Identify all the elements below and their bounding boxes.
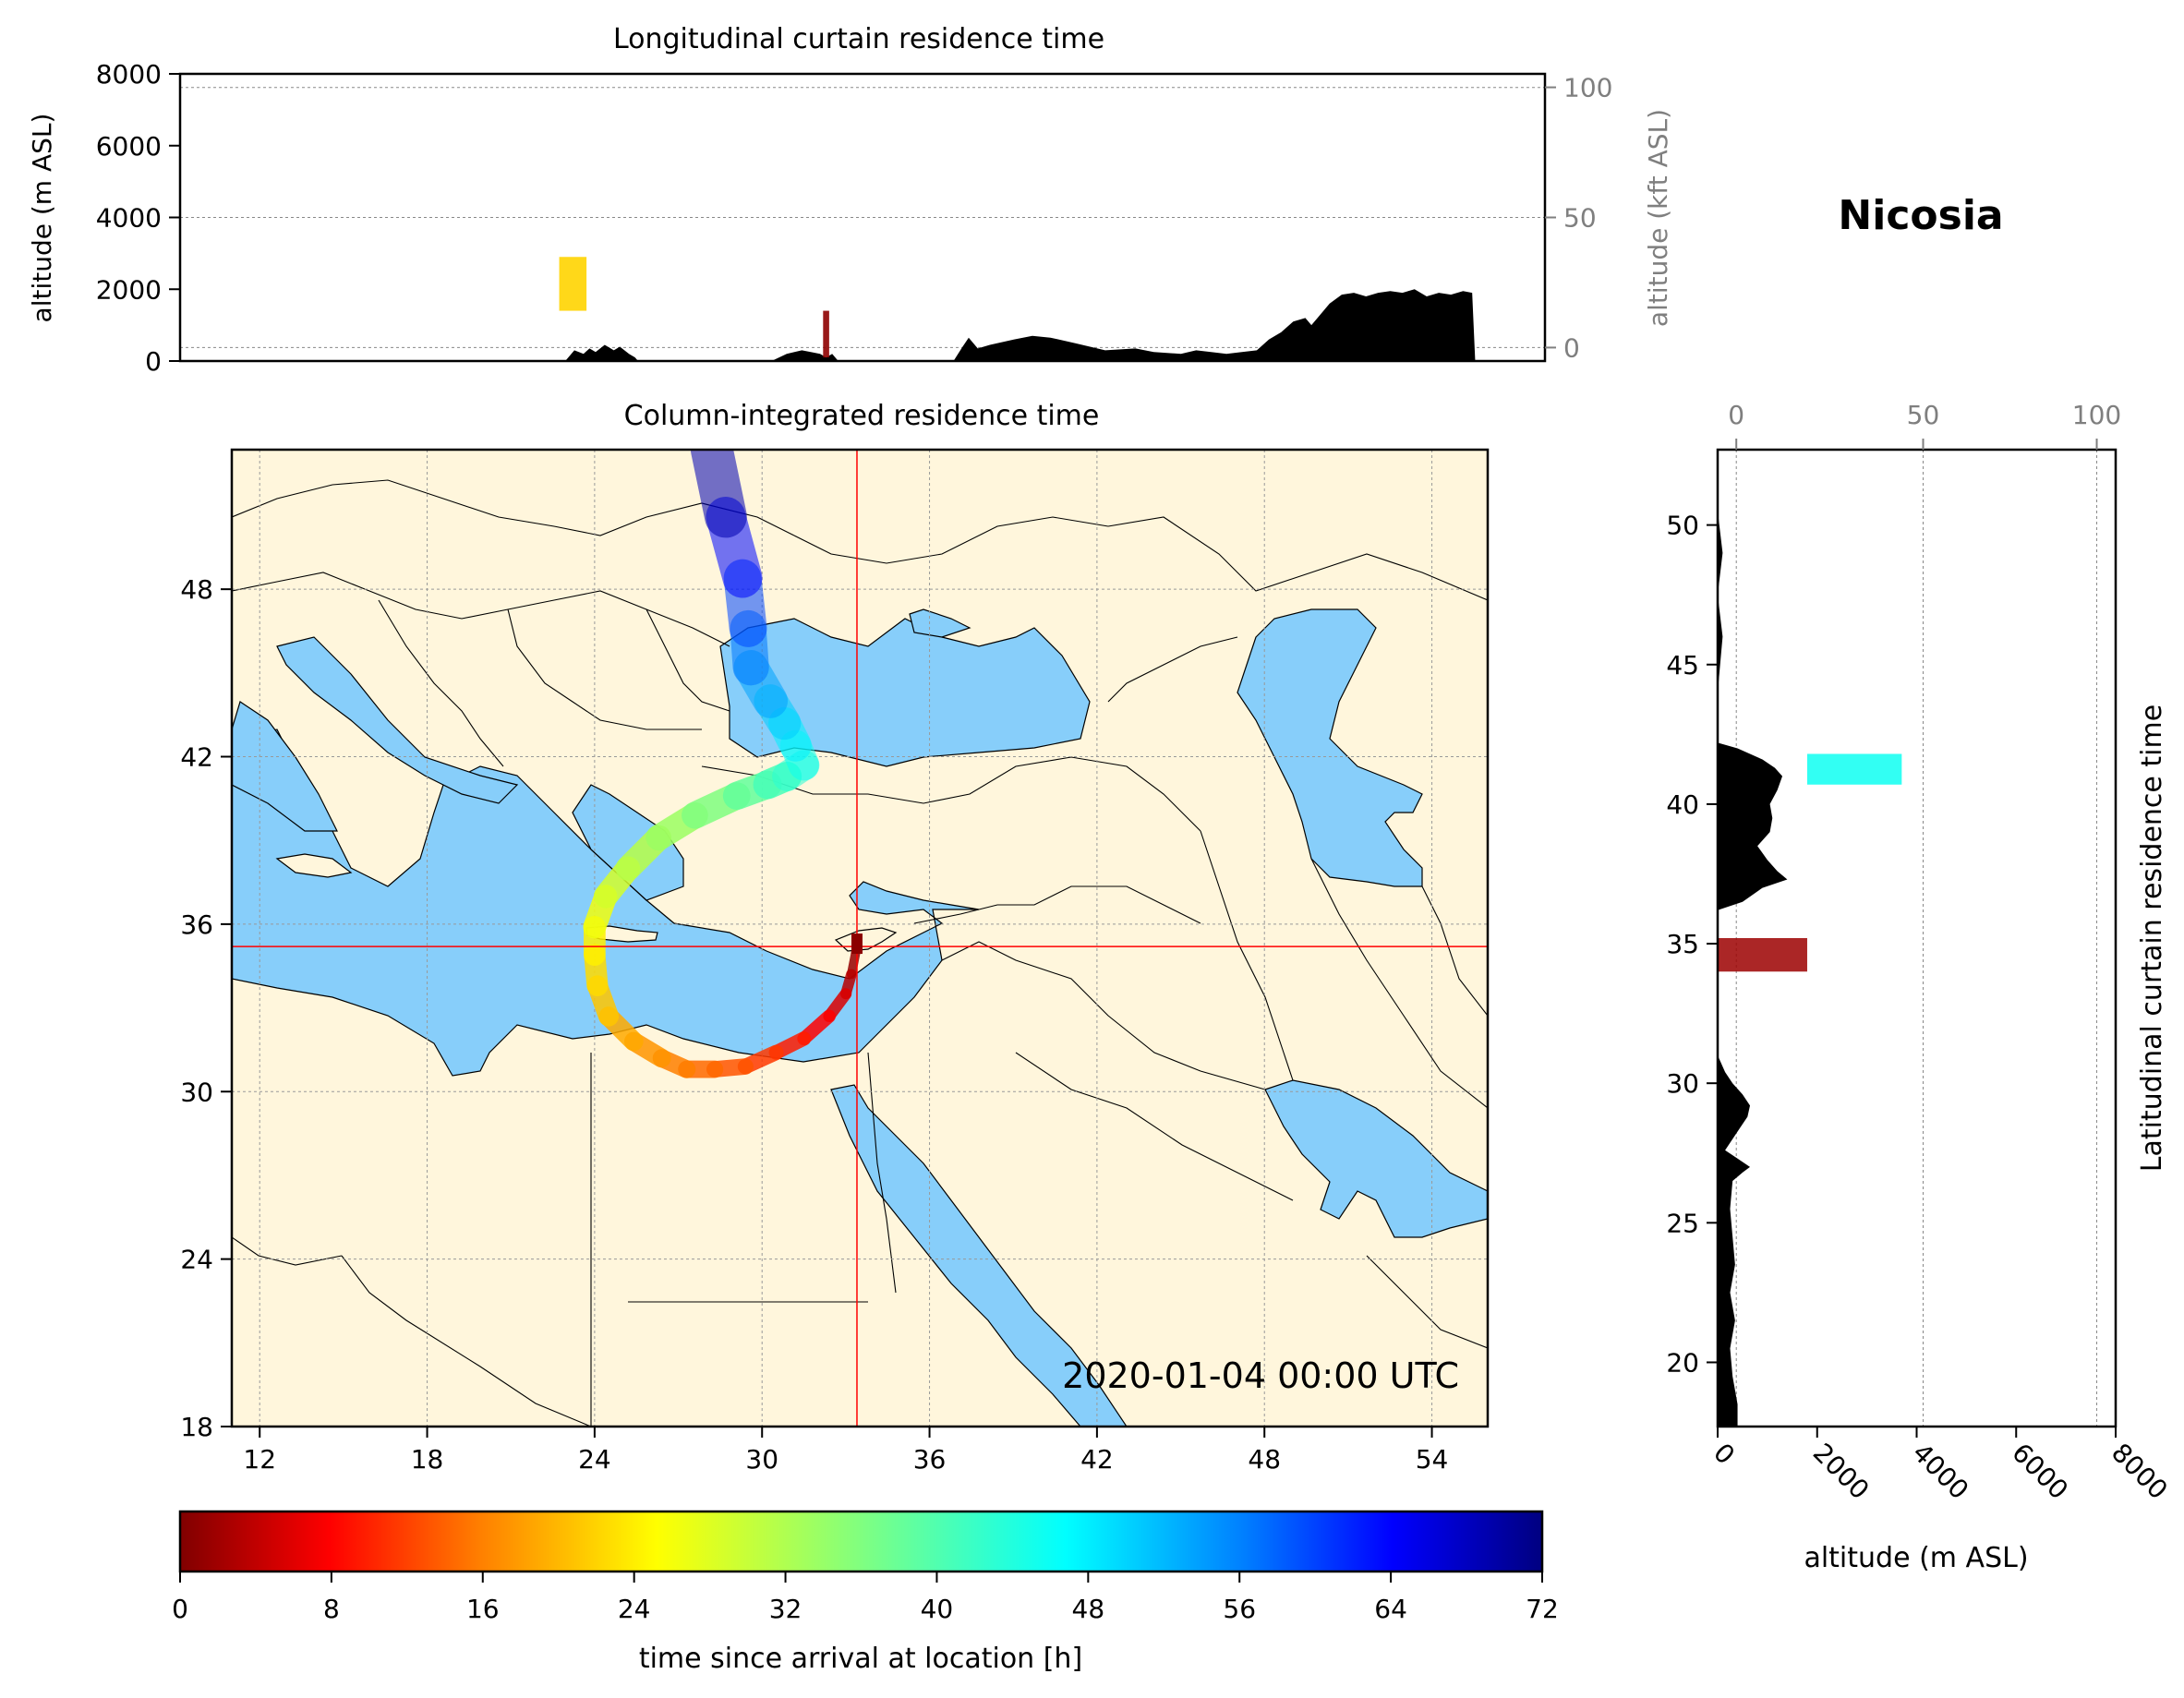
longitudinal-title: Longitudinal curtain residence time: [613, 23, 1104, 55]
map-xtick-label: 24: [578, 1444, 611, 1475]
station-crosshair: [232, 450, 1488, 1427]
map-ytick-label: 48: [180, 574, 213, 605]
latitudinal-ytick-label: 30: [1666, 1068, 1699, 1099]
latitudinal-residence-patch: [1718, 938, 1807, 972]
colorbar: 0 8 16 24 32 40 48 56 64 72 time since arrival at…: [172, 1510, 1559, 1675]
longitudinal-terrain: [498, 289, 1476, 361]
longitudinal-residence-patch: [823, 310, 829, 358]
map-ytick-label: 42: [180, 742, 213, 773]
trajectory-segment: [690, 450, 747, 538]
latitudinal-xtick-top-label: 50: [1907, 400, 1940, 430]
red-sea: [830, 1084, 1128, 1427]
latitudinal-title: Latitudinal curtain residence time: [2136, 704, 2168, 1172]
longitudinal-ytick-label: 6000: [96, 131, 162, 162]
longitudinal-data: [498, 257, 1476, 361]
latitudinal-ytick-label: 35: [1666, 929, 1699, 959]
longitudinal-ylabel-right: altitude (kft ASL): [1643, 109, 1673, 327]
colorbar-tick-label: 8: [323, 1594, 340, 1624]
latitudinal-ytick-label: 40: [1666, 789, 1699, 820]
map-xtick-label: 36: [913, 1444, 947, 1475]
map-xtick-label: 12: [243, 1444, 276, 1475]
latitudinal-xlabel: altitude (m ASL): [1804, 1542, 2028, 1574]
colorbar-tick-label: 32: [769, 1594, 802, 1624]
latitudinal-xtick-label: 8000: [2106, 1438, 2174, 1506]
map-timestamp: 2020-01-04 00:00 UTC: [1062, 1355, 1459, 1396]
map-xtick-label: 30: [745, 1444, 778, 1475]
longitudinal-ytick-label: 0: [145, 346, 162, 377]
station-marker: [851, 933, 863, 955]
longitudinal-ytick-right-label: 100: [1563, 73, 1612, 103]
black-sea: [719, 618, 1091, 767]
latitudinal-xtick-top-label: 100: [2072, 400, 2121, 430]
trajectory-plume: [583, 450, 862, 1078]
sicily-island: [275, 853, 353, 878]
colorbar-tick-label: 24: [618, 1594, 651, 1624]
map-xtick-label: 54: [1416, 1444, 1449, 1475]
latitudinal-panel: Latitudinal curtain residence time altit…: [1666, 400, 2173, 1574]
longitudinal-ticks: 0 2000 4000 6000 8000 0 50 100: [96, 59, 1613, 377]
latitudinal-xtick-label: 0: [1707, 1438, 1741, 1471]
longitudinal-ytick-label: 2000: [96, 274, 162, 305]
map-xtick-label: 48: [1248, 1444, 1281, 1475]
sea-of-azov: [909, 608, 971, 638]
map-grid: [232, 450, 1488, 1427]
cyprus-island: [834, 927, 898, 952]
map-frame: [230, 448, 1490, 1428]
latitudinal-data: [1718, 450, 1902, 1427]
longitudinal-ytick-right-label: 0: [1563, 332, 1580, 363]
longitudinal-ytick-right-label: 50: [1563, 203, 1597, 234]
colorbar-tick-label: 40: [921, 1594, 954, 1624]
colorbar-tick-label: 48: [1072, 1594, 1105, 1624]
longitudinal-ylabel: altitude (m ASL): [27, 114, 57, 323]
longitudinal-panel: Longitudinal curtain residence time alti…: [27, 23, 1673, 377]
colorbar-tick-label: 56: [1223, 1594, 1256, 1624]
country-borders: [232, 479, 1488, 1427]
longitudinal-residence-patch: [559, 257, 587, 311]
map-panel: Column-integrated residence time: [180, 400, 1490, 1475]
map-ytick-label: 36: [180, 909, 213, 940]
latitudinal-ytick-label: 50: [1666, 511, 1699, 541]
latitudinal-residence-patch: [1806, 753, 1902, 785]
latitudinal-terrain: [1718, 450, 1788, 1427]
tyrrhenian-sea: [232, 701, 338, 832]
colorbar-tick-label: 0: [172, 1594, 188, 1624]
map-ytick-label: 30: [180, 1077, 213, 1107]
colorbar-tick-label: 64: [1374, 1594, 1407, 1624]
latitudinal-ytick-label: 45: [1666, 650, 1699, 680]
station-title: Nicosia: [1838, 192, 2003, 239]
latitudinal-ytick-label: 25: [1666, 1208, 1699, 1238]
colorbar-ticks: 0 8 16 24 32 40 48 56 64 72: [172, 1572, 1559, 1624]
colorbar-label: time since arrival at location [h]: [639, 1643, 1082, 1675]
latitudinal-xtick-label: 2000: [1807, 1438, 1876, 1506]
colorbar-gradient: [178, 1510, 1544, 1573]
longitudinal-ytick-label: 8000: [96, 59, 162, 90]
caspian-sea: [1237, 608, 1423, 887]
colorbar-tick-label: 72: [1526, 1594, 1559, 1624]
map-ytick-label: 18: [180, 1412, 213, 1442]
map-ticks: 12 18 24 30 36 42 48 54 18 24 30 36 42 48: [180, 574, 1448, 1475]
latitudinal-xtick-top-label: 0: [1728, 400, 1744, 430]
adriatic-sea: [276, 636, 519, 804]
latitudinal-xtick-label: 6000: [2006, 1438, 2074, 1506]
map-xtick-label: 18: [411, 1444, 444, 1475]
latitudinal-xtick-label: 4000: [1907, 1438, 1975, 1506]
longitudinal-ytick-label: 4000: [96, 203, 162, 234]
map-ytick-label: 24: [180, 1245, 213, 1275]
latitudinal-ytick-label: 20: [1666, 1347, 1699, 1378]
colorbar-tick-label: 16: [466, 1594, 500, 1624]
map-xtick-label: 42: [1080, 1444, 1114, 1475]
map-title: Column-integrated residence time: [624, 400, 1100, 432]
